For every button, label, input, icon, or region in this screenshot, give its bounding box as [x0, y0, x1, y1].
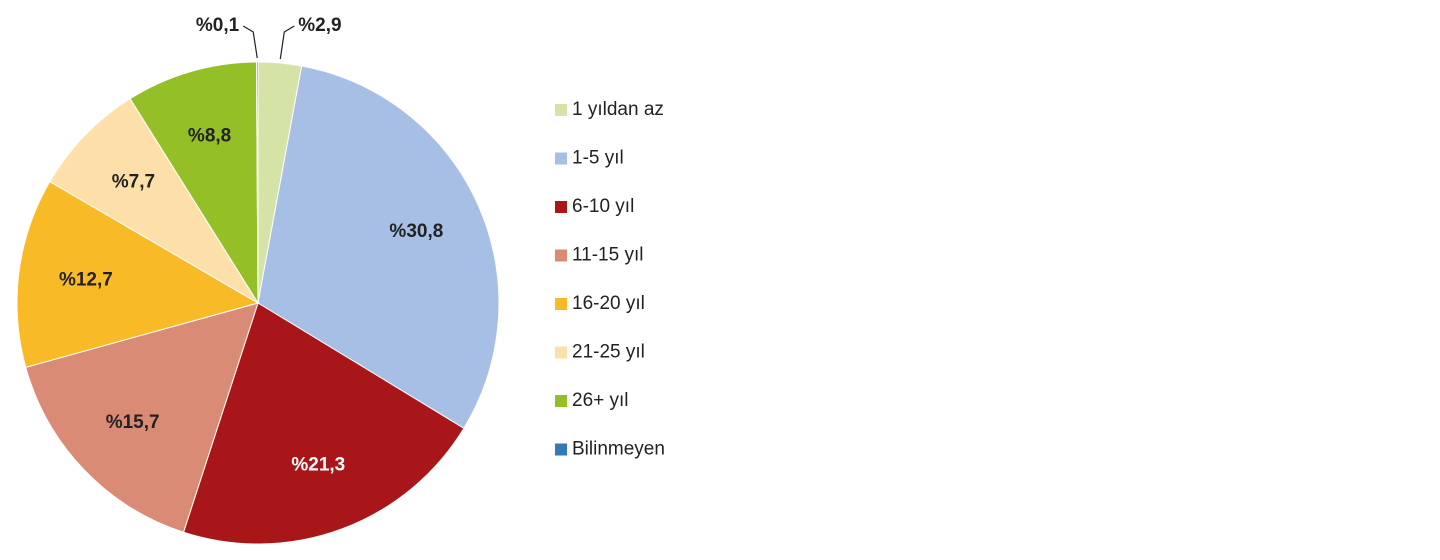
pie-slice: [16, 180, 260, 368]
data-label: %30,8: [389, 221, 443, 242]
pie-slice: [129, 61, 259, 305]
leader-line: [242, 25, 258, 59]
data-label: %8,8: [188, 125, 231, 146]
legend-label: 21-25 yıl: [572, 342, 645, 363]
leader-line: [279, 25, 295, 60]
data-label: %0,1: [196, 15, 240, 36]
pie-slice: [182, 302, 465, 545]
legend-swatch: [555, 104, 567, 116]
pie-slice: [257, 65, 500, 429]
data-label: %15,7: [106, 412, 160, 433]
legend-swatch: [555, 298, 567, 310]
legend-swatch: [555, 249, 567, 262]
data-label: %2,9: [298, 15, 341, 36]
legend-label: 6-10 yıl: [572, 196, 634, 217]
legend-label: 1-5 yıl: [572, 148, 624, 169]
legend-swatch: [555, 201, 567, 213]
legend-label: 1 yıldan az: [572, 99, 664, 120]
legend-swatch: [555, 346, 567, 359]
legend-swatch: [555, 152, 567, 165]
legend-label: 16-20 yıl: [572, 293, 645, 314]
pie-slice: [255, 61, 259, 304]
legend-swatch: [555, 443, 567, 456]
legend-label: 26+ yıl: [572, 390, 629, 411]
data-label: %21,3: [291, 455, 345, 476]
legend-swatch: [555, 395, 567, 407]
pie-slice: [49, 98, 259, 304]
data-label: %12,7: [59, 270, 113, 291]
data-label: %7,7: [112, 171, 155, 192]
pie-slice: [25, 302, 259, 533]
legend-label: 11-15 yıl: [572, 245, 643, 266]
legend-label: Bilinmeyen: [572, 439, 665, 460]
